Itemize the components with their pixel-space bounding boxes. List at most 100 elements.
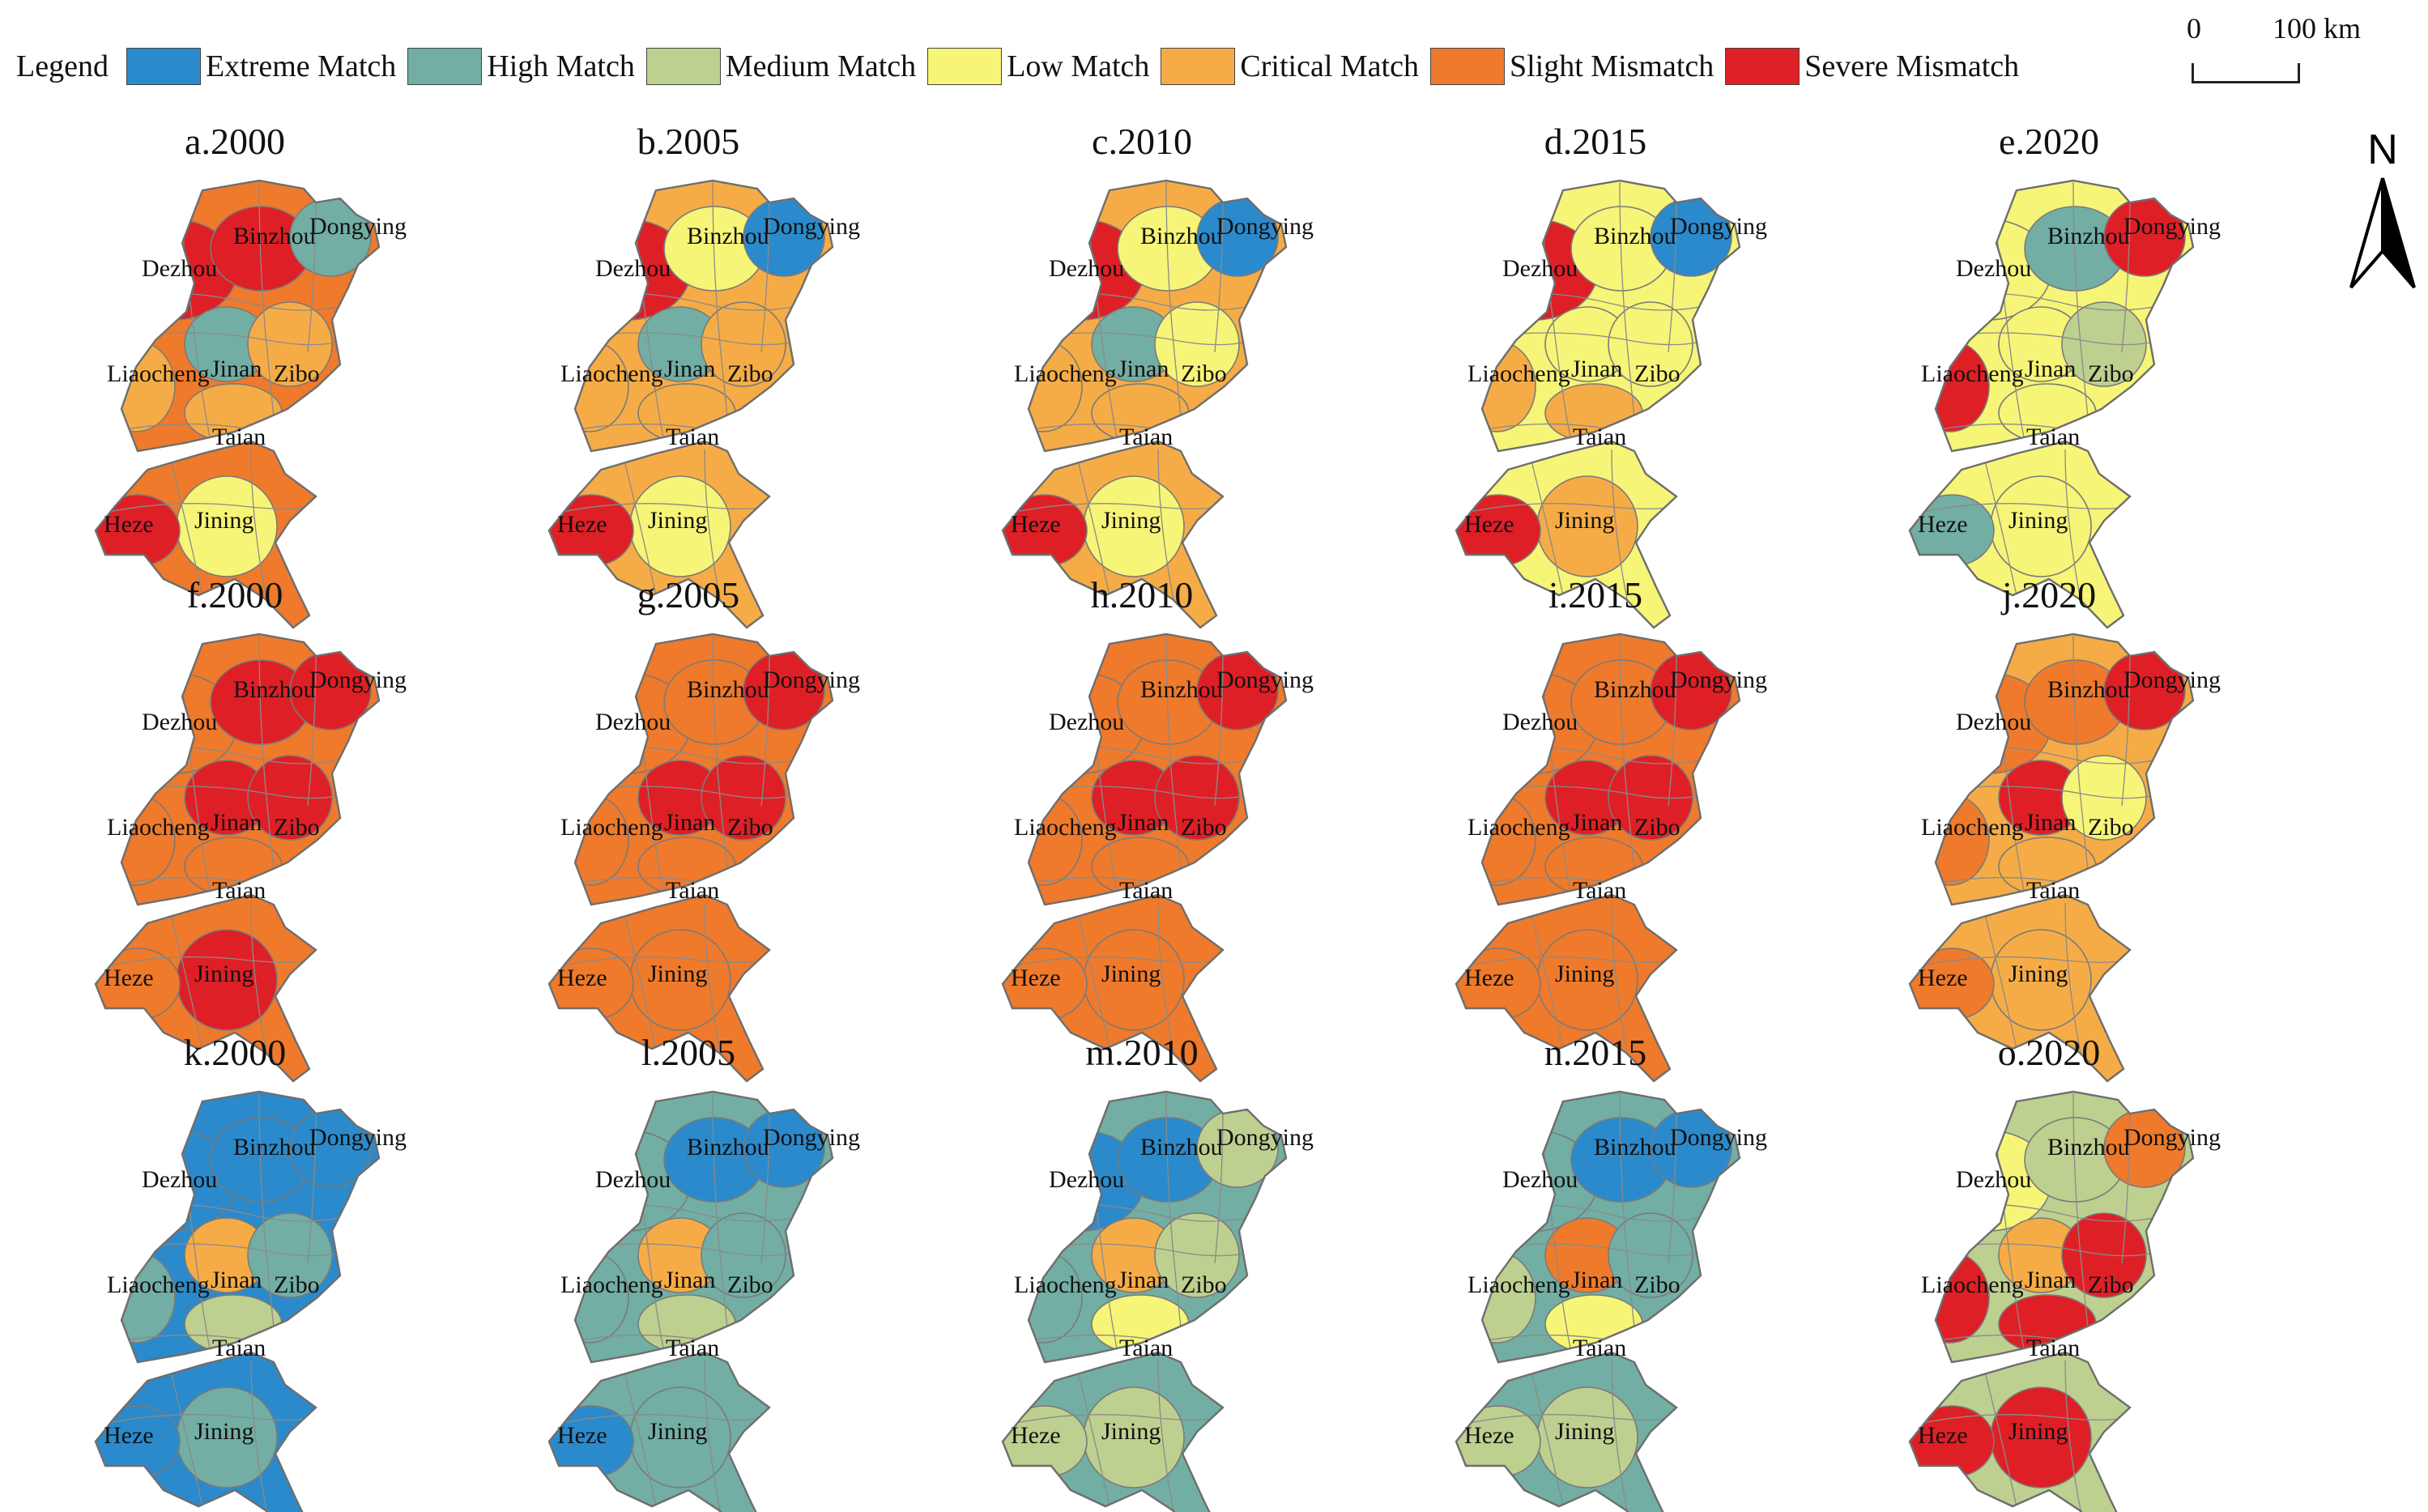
city-label-liaocheng: Liaocheng <box>1014 360 1117 387</box>
province-outline <box>94 1090 381 1512</box>
city-label-liaocheng: Liaocheng <box>107 1271 210 1298</box>
city-label-dezhou: Dezhou <box>1049 709 1124 735</box>
city-label-zibo: Zibo <box>727 1271 773 1298</box>
city-label-zibo: Zibo <box>1634 1271 1680 1298</box>
city-label-jinan: Jinan <box>211 809 262 836</box>
city-label-zibo: Zibo <box>2088 814 2134 841</box>
city-label-heze: Heze <box>1464 965 1514 991</box>
city-label-jining: Jining <box>648 507 707 534</box>
city-label-dezhou: Dezhou <box>595 709 671 735</box>
city-label-binzhou: Binzhou <box>1594 223 1676 249</box>
map-panel-title: o.2020 <box>1998 1032 2101 1073</box>
city-label-dongying: Dongying <box>1216 667 1314 693</box>
city-label-taian: Taian <box>666 1335 719 1361</box>
map-panel-title: c.2010 <box>1092 121 1192 162</box>
city-label-heze: Heze <box>1011 965 1061 991</box>
city-label-binzhou: Binzhou <box>2047 1134 2130 1161</box>
city-label-jining: Jining <box>1555 960 1614 987</box>
city-label-jinan: Jinan <box>1118 1267 1169 1293</box>
city-label-jining: Jining <box>1555 1418 1614 1445</box>
map-panel-title: g.2005 <box>637 574 740 615</box>
city-label-zibo: Zibo <box>1181 1271 1227 1298</box>
city-label-dezhou: Dezhou <box>1956 709 2031 735</box>
city-label-zibo: Zibo <box>1634 360 1680 387</box>
city-label-heze: Heze <box>1011 511 1061 538</box>
city-label-zibo: Zibo <box>274 1271 320 1298</box>
map-panel-title: n.2015 <box>1544 1032 1647 1073</box>
city-label-jinan: Jinan <box>1118 809 1169 836</box>
city-label-binzhou: Binzhou <box>687 1134 769 1161</box>
city-label-jinan: Jinan <box>2025 809 2076 836</box>
city-label-taian: Taian <box>212 1335 266 1361</box>
city-label-heze: Heze <box>1918 1422 1968 1449</box>
province-outline <box>547 179 834 629</box>
north-arrow-right-half <box>2381 177 2416 289</box>
city-label-heze: Heze <box>557 1422 607 1449</box>
city-label-dezhou: Dezhou <box>1049 1166 1124 1193</box>
legend-label: Critical Match <box>1240 49 1419 83</box>
legend-label: Medium Match <box>725 49 917 83</box>
city-label-dongying: Dongying <box>763 1124 860 1151</box>
city-label-zibo: Zibo <box>2088 360 2134 387</box>
city-label-jining: Jining <box>648 960 707 987</box>
city-label-binzhou: Binzhou <box>2047 223 2130 249</box>
city-label-dongying: Dongying <box>1670 667 1767 693</box>
city-label-binzhou: Binzhou <box>1594 1134 1676 1161</box>
city-label-jining: Jining <box>1101 1418 1161 1445</box>
city-label-taian: Taian <box>2026 1335 2080 1361</box>
legend-item-medium-match: Medium Match <box>645 48 917 85</box>
city-label-jining: Jining <box>1555 507 1614 534</box>
legend-item-extreme-match: Extreme Match <box>126 48 396 85</box>
province-outline <box>547 1090 834 1512</box>
city-label-heze: Heze <box>1918 965 1968 991</box>
legend-title: Legend <box>16 49 109 83</box>
city-label-dongying: Dongying <box>2123 213 2221 240</box>
city-label-zibo: Zibo <box>727 814 773 841</box>
city-label-binzhou: Binzhou <box>2047 676 2130 703</box>
legend-label: Extreme Match <box>205 49 397 83</box>
city-label-heze: Heze <box>104 1422 154 1449</box>
map-panel-title: e.2020 <box>1999 121 2099 162</box>
city-label-jining: Jining <box>1101 507 1161 534</box>
legend-item-critical-match: Critical Match <box>1161 48 1419 85</box>
city-label-liaocheng: Liaocheng <box>560 360 663 387</box>
city-label-taian: Taian <box>212 877 266 904</box>
city-label-jinan: Jinan <box>664 809 715 836</box>
city-label-dongying: Dongying <box>1216 1124 1314 1151</box>
city-label-zibo: Zibo <box>727 360 773 387</box>
legend-label: Severe Mismatch <box>1804 49 2020 83</box>
scale-bar-line <box>2192 63 2300 83</box>
legend-item-slight-mismatch: Slight Mismatch <box>1429 48 1714 85</box>
city-label-jinan: Jinan <box>1571 1267 1622 1293</box>
city-label-taian: Taian <box>2026 424 2080 450</box>
city-label-zibo: Zibo <box>1634 814 1680 841</box>
legend-label: Low Match <box>1007 49 1150 83</box>
city-label-heze: Heze <box>104 965 154 991</box>
legend-item-high-match: High Match <box>407 48 635 85</box>
city-label-jining: Jining <box>194 960 253 987</box>
city-label-dezhou: Dezhou <box>1956 1166 2031 1193</box>
legend-swatch <box>645 48 721 85</box>
city-label-binzhou: Binzhou <box>233 223 316 249</box>
city-label-heze: Heze <box>1464 511 1514 538</box>
city-label-dezhou: Dezhou <box>1502 709 1578 735</box>
city-label-binzhou: Binzhou <box>233 1134 316 1161</box>
city-label-dongying: Dongying <box>1670 1124 1767 1151</box>
map-panel-title: a.2000 <box>185 121 285 162</box>
city-label-binzhou: Binzhou <box>1140 223 1223 249</box>
